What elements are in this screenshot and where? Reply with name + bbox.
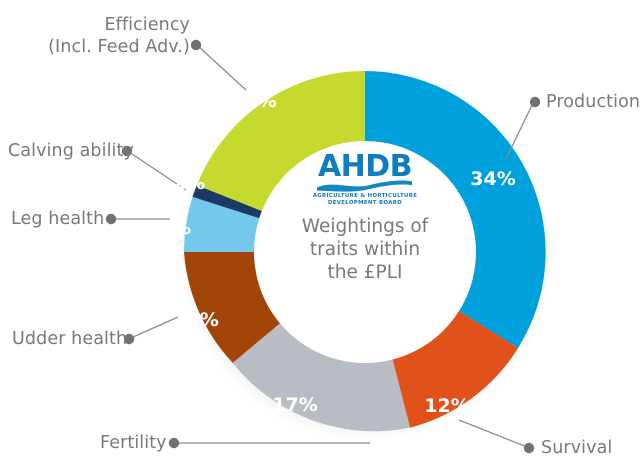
callout-label-fertility: Fertility [100, 433, 167, 453]
value-udder-health: 12% [173, 309, 218, 331]
callout-label-calving-ability: Calving ability [8, 141, 134, 161]
leader-line-calving [128, 151, 187, 191]
value-efficiency: 17% [231, 90, 276, 112]
leader-dot-fertility [168, 437, 180, 449]
value-fertility: 17% [272, 394, 317, 416]
leader-dots [105, 39, 541, 454]
callout-label-leg-health: Leg health [11, 209, 105, 229]
leader-dot-calving [121, 145, 133, 157]
callout-label-udder-health: Udder health [12, 329, 128, 349]
value-survival: 12% [424, 395, 469, 417]
leader-dot-udder-health [123, 333, 135, 345]
leader-dot-leg-health [105, 213, 117, 225]
callout-label-efficiency: Efficiency (Incl. Feed Adv.) [20, 14, 190, 58]
leader-line-efficiency [197, 45, 247, 91]
callout-label-efficiency-line2: (Incl. Feed Adv.) [48, 37, 190, 57]
leader-lines [113, 45, 534, 448]
leader-dot-production [529, 96, 541, 108]
value-production: 34% [470, 168, 515, 190]
value-leg-health: 6% [159, 217, 191, 239]
leader-line-production [505, 102, 534, 160]
donut-hole [254, 141, 476, 363]
slice-value-labels: 34% 12% 17% 12% 6% 2% 17% [159, 90, 516, 417]
callout-label-efficiency-line1: Efficiency [104, 15, 190, 35]
callout-label-production: Production [546, 92, 640, 112]
leader-dot-survival [523, 442, 535, 454]
leader-dot-efficiency [190, 39, 202, 51]
value-calving-ability: 2% [173, 172, 205, 194]
leader-line-udder-health [130, 316, 179, 339]
leader-line-survival [458, 419, 528, 448]
callout-label-survival: Survival [541, 438, 613, 458]
